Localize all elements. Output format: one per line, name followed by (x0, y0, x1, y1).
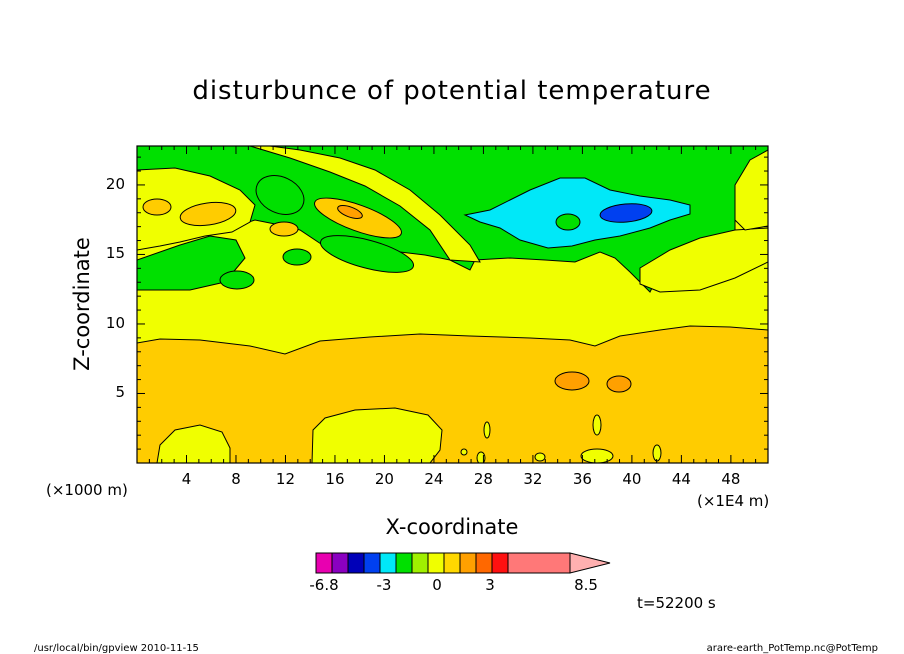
plot-frame (136, 145, 769, 464)
dark-orange-lower-a (554, 371, 590, 391)
yellow-bump-1 (156, 424, 231, 463)
y-tick-label: 5 (115, 383, 125, 402)
yellow-tongue-right (639, 227, 768, 293)
colorbar-cell (443, 552, 461, 574)
yellow-dot-3 (592, 414, 602, 436)
colorbar-cell (315, 552, 333, 574)
colorbar-label: 8.5 (574, 576, 598, 594)
x-unit-right: (×1E4 m) (697, 492, 770, 510)
x-tick-label: 8 (231, 470, 241, 488)
colorbar-cell (347, 552, 365, 574)
footer-left: /usr/local/bin/gpview 2010-11-15 (34, 643, 199, 654)
x-tick-label: 28 (473, 470, 493, 488)
yellow-dot-5 (652, 444, 662, 462)
x-tick-label: 4 (181, 470, 192, 488)
colorbar-label: 3 (485, 576, 495, 594)
x-tick-label: 24 (424, 470, 444, 488)
x-tick-label: 12 (275, 470, 296, 488)
yellow-tongue-far-right (734, 149, 768, 231)
y-tick-label: 10 (105, 313, 125, 332)
colorbar-arrow (569, 552, 611, 574)
green-island-a (255, 175, 305, 215)
chart-title: disturbunce of potential temperature (192, 76, 712, 106)
y-tick-label: 20 (105, 174, 125, 193)
yellow-dot-6 (534, 452, 546, 462)
colorbar-cell (459, 552, 477, 574)
colorbar (315, 552, 611, 574)
y-tick-label: 15 (105, 244, 125, 263)
yellow-dot-7 (460, 448, 468, 456)
blue-core (599, 203, 653, 223)
yellow-tongue-upper (137, 146, 481, 263)
x-tick-label: 32 (523, 470, 543, 488)
cyan-region (463, 177, 691, 249)
footer-right: arare-earth_PotTemp.nc@PotTemp (706, 643, 878, 654)
colorbar-label: -6.8 (309, 576, 339, 594)
green-island-d (219, 270, 255, 290)
x-unit-left: (×1000 m) (46, 481, 128, 499)
colorbar-cell (331, 552, 349, 574)
x-tick-label: 48 (721, 470, 741, 488)
green-island-b (319, 235, 415, 273)
x-tick-label: 16 (325, 470, 345, 488)
region-green-lower-band (137, 235, 246, 291)
axis-ticks (137, 146, 768, 463)
green-island-c (282, 248, 312, 266)
dark-orange-patch (337, 205, 363, 219)
colorbar-cell (363, 552, 381, 574)
yellow-dot-1 (483, 421, 491, 439)
colorbar-cell (491, 552, 509, 574)
yellow-bump-2 (311, 407, 443, 463)
colorbar-cell (507, 552, 571, 574)
colorbar-cell (427, 552, 445, 574)
time-label: t=52200 s (637, 594, 716, 612)
colorbar-label: 0 (432, 576, 442, 594)
orange-patch-a (142, 198, 172, 216)
colorbar-cell (379, 552, 397, 574)
cyan-inner-green (555, 213, 581, 231)
x-tick-label: 40 (622, 470, 642, 488)
colorbar-cell (395, 552, 413, 574)
x-axis-label: X-coordinate (385, 515, 519, 539)
y-axis-label: Z-coordinate (70, 237, 94, 371)
colorbar-cell (475, 552, 493, 574)
orange-patch-b (179, 201, 237, 227)
contour-field (137, 146, 768, 463)
x-tick-label: 36 (572, 470, 592, 488)
yellow-dot-4 (580, 448, 614, 463)
orange-patch-c (269, 221, 299, 237)
colorbar-label: -3 (376, 576, 392, 594)
dark-orange-lower-b (606, 375, 632, 393)
colorbar-cell (411, 552, 429, 574)
x-tick-label: 20 (374, 470, 394, 488)
x-tick-label: 44 (671, 470, 691, 488)
